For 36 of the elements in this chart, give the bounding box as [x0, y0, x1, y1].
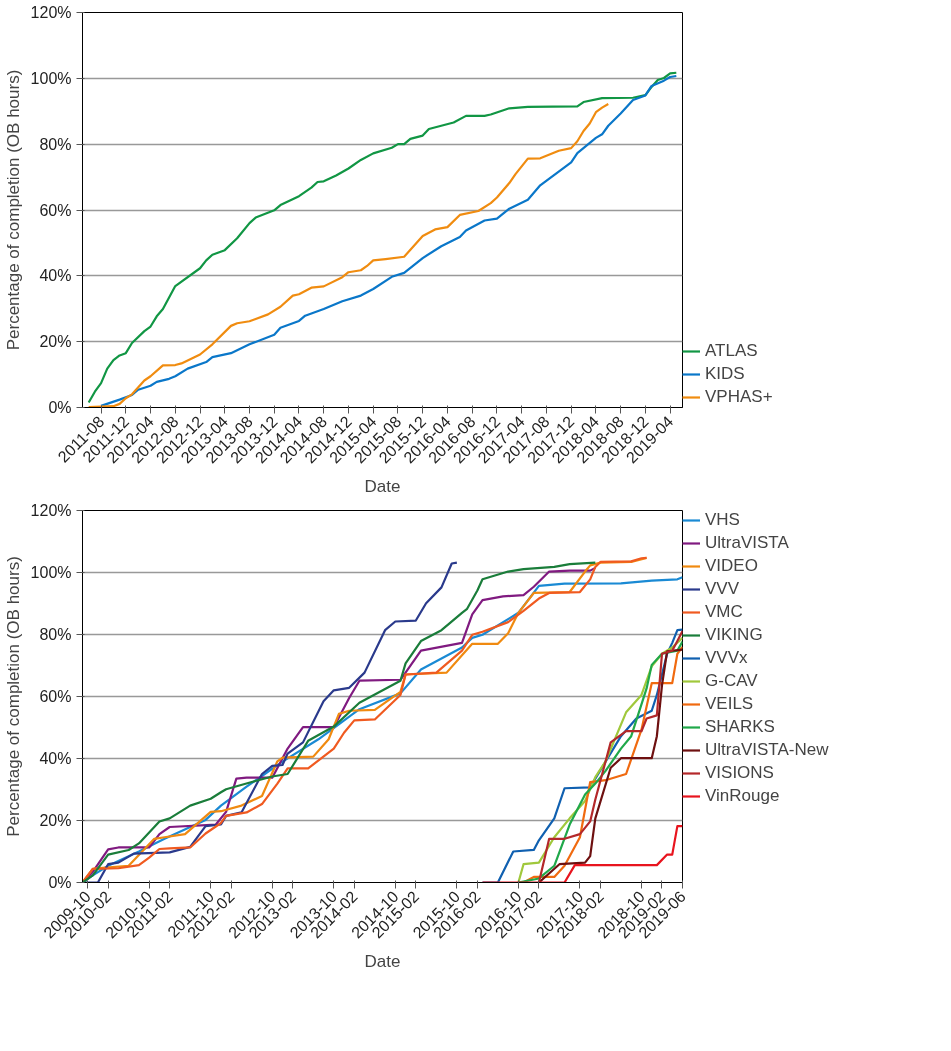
- legend-label: UltraVISTA-New: [705, 740, 829, 760]
- y-tick-label: 0%: [48, 399, 72, 416]
- y-tick-label: 0%: [48, 874, 72, 891]
- legend-label: VEILS: [705, 694, 754, 714]
- legend-label: VHS: [705, 510, 740, 530]
- y-axis-title: Percentage of completion (OB hours): [3, 556, 23, 837]
- x-axis-title: Date: [364, 476, 401, 496]
- y-tick-label: 20%: [39, 333, 72, 351]
- legend-label: VISIONS: [705, 763, 774, 783]
- y-tick-label: 80%: [39, 626, 72, 643]
- y-tick-label: 100%: [30, 564, 72, 581]
- legend-label: VPHAS+: [705, 387, 773, 407]
- y-tick-label: 120%: [30, 502, 72, 519]
- y-tick-label: 80%: [39, 135, 72, 153]
- line-series: [481, 824, 683, 883]
- legend-label: VMC: [705, 602, 743, 622]
- legend-label: VVV: [705, 579, 740, 599]
- y-axis-title: Percentage of completion (OB hours): [3, 69, 23, 351]
- legend-label: G-CAV: [705, 671, 758, 691]
- legend-label: ATLAS: [705, 341, 758, 361]
- legend-label: VIDEO: [705, 556, 758, 576]
- legend-label: UltraVISTA: [705, 533, 789, 553]
- y-tick-label: 40%: [39, 750, 72, 767]
- legend-label: SHARKS: [705, 717, 775, 737]
- legend-label: VIKING: [705, 625, 763, 645]
- legend-label: KIDS: [705, 364, 745, 384]
- legend-label: VinRouge: [705, 786, 780, 806]
- y-tick-label: 120%: [30, 4, 72, 21]
- y-tick-label: 40%: [39, 267, 72, 285]
- line-series: [87, 102, 610, 408]
- y-tick-label: 100%: [30, 69, 72, 87]
- y-tick-label: 20%: [39, 812, 72, 829]
- legend-label: VVVx: [705, 648, 748, 668]
- y-tick-label: 60%: [39, 201, 72, 219]
- y-tick-label: 60%: [39, 688, 72, 705]
- x-axis-title: Date: [364, 951, 401, 971]
